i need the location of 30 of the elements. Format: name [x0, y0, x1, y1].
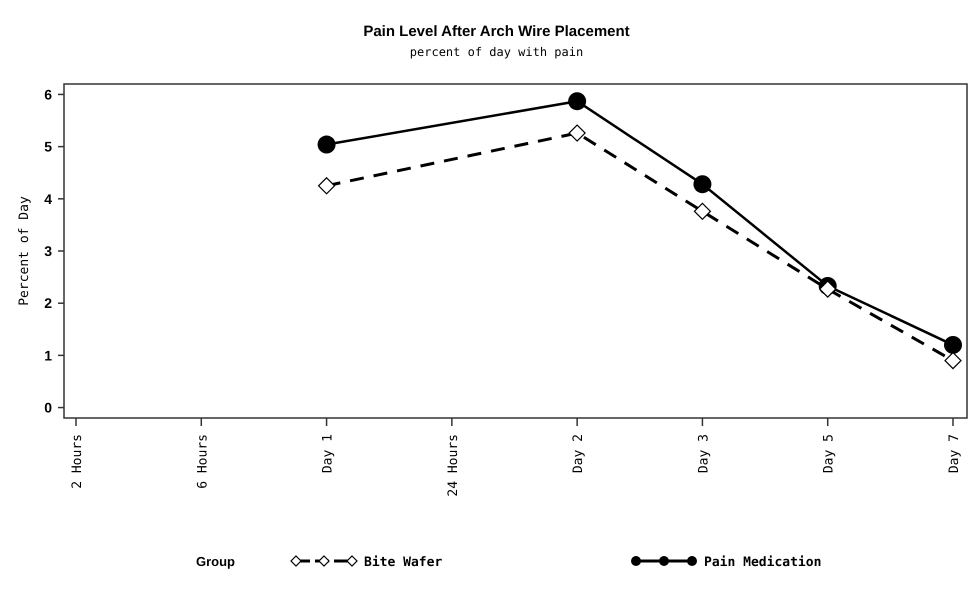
chart-subtitle: percent of day with pain	[410, 45, 584, 59]
point	[694, 202, 712, 220]
x-tick-label: 2 Hours	[70, 434, 85, 489]
x-tick-label: Day 2	[571, 434, 586, 474]
legend-label: Pain Medication	[704, 555, 822, 570]
point	[944, 336, 962, 354]
y-tick-label: 3	[44, 243, 52, 259]
x-tick-label: 6 Hours	[195, 434, 210, 489]
point	[819, 280, 836, 298]
point	[568, 124, 586, 142]
legend-title: Group	[196, 554, 236, 569]
legend-label: Bite Wafer	[364, 555, 442, 570]
point	[693, 175, 712, 194]
chart-title: Pain Level After Arch Wire Placement	[363, 23, 630, 40]
x-tick-label: Day 1	[320, 434, 336, 474]
y-axis-title: Percent of Day	[17, 196, 32, 306]
y-tick-label: 4	[44, 190, 52, 207]
x-tick-label: Day 7	[947, 434, 962, 474]
x-tick-label: Day 5	[822, 434, 837, 474]
y-tick-label: 0	[44, 400, 52, 416]
point	[944, 352, 962, 370]
point	[318, 136, 336, 154]
x-tick-label: 24 Hours	[446, 434, 461, 497]
point	[568, 92, 586, 110]
x-tick-label: Day 3	[696, 434, 712, 474]
y-tick-label: 2	[44, 295, 52, 312]
y-tick-label: 5	[44, 138, 52, 155]
point	[318, 177, 336, 194]
y-tick-label: 1	[44, 347, 52, 364]
y-tick-label: 6	[44, 86, 52, 102]
